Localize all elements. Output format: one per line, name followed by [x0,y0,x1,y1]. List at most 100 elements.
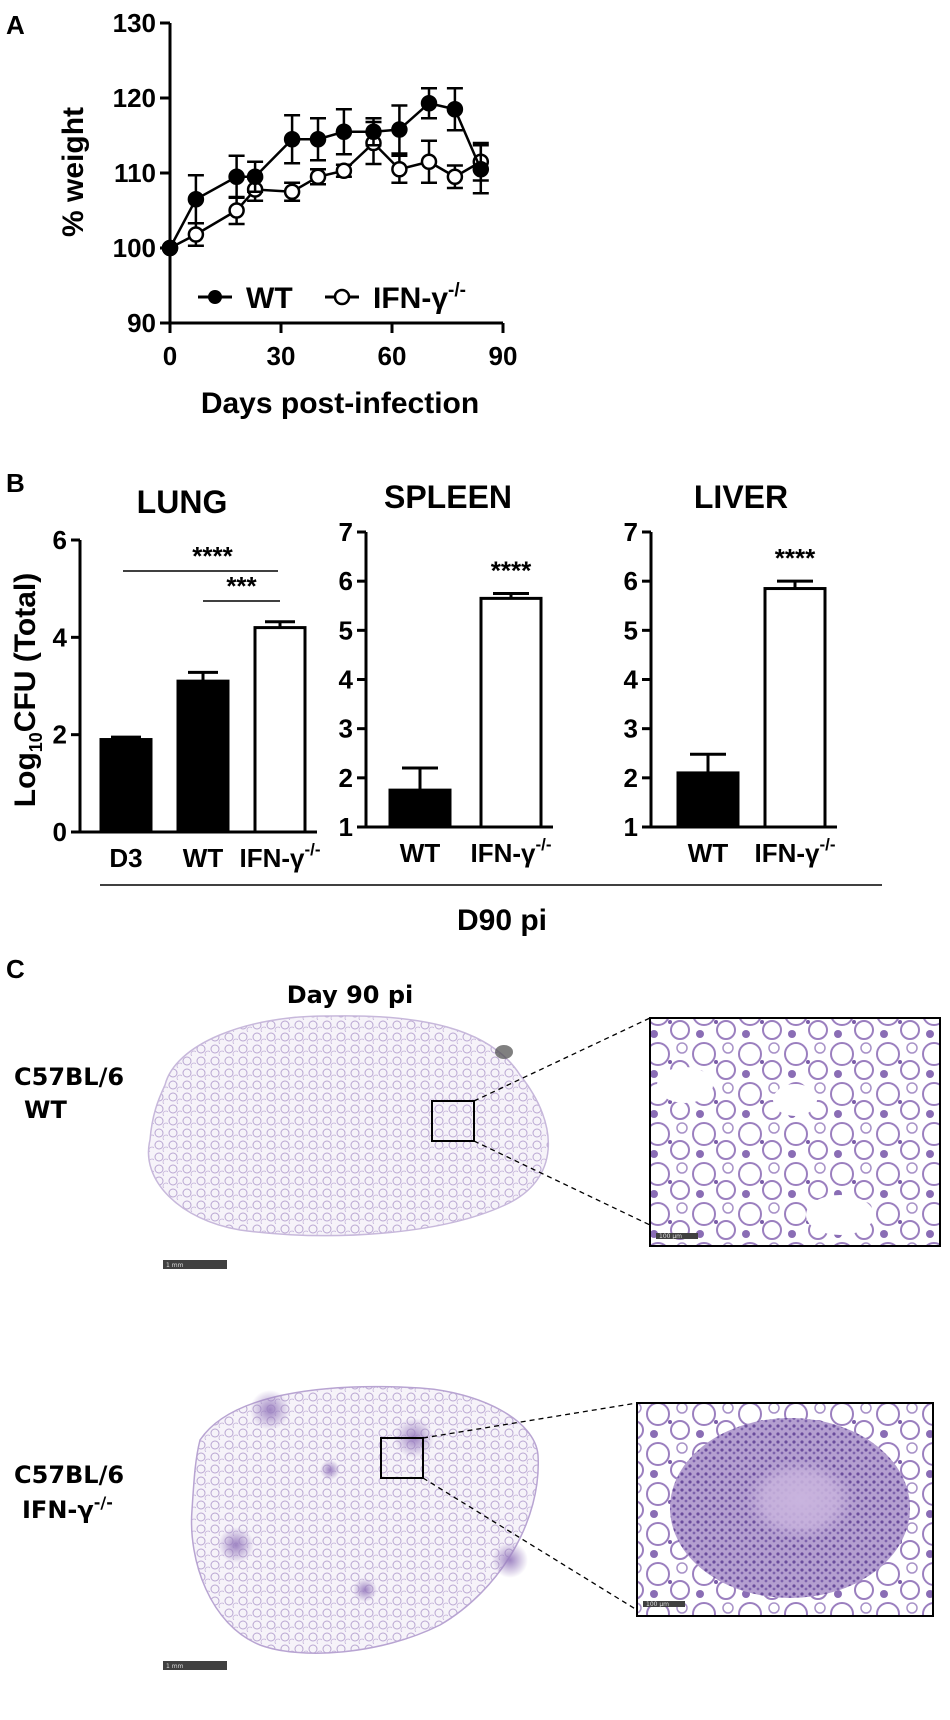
cfu-y-tick-label-spleen-5: 5 [339,615,353,645]
weight-chart-ticks: 90 100 110 120 130 0 30 60 90 [113,8,518,371]
weight-y-tick-label-120: 120 [113,83,156,113]
wt-zoom-airspace-2 [657,1067,713,1103]
cfu-bar-lung-0 [99,738,153,834]
weight-point-ko-10 [446,168,464,185]
legend-ko-name: IFN-γ [373,282,448,315]
weight-x-tick-label-30: 30 [267,341,296,371]
weight-chart-legend: WT IFN-γ-/- [198,280,466,315]
cfu-chart-spleen: SPLEEN 1 2 3 4 5 6 7 WT IFN-γ-/- **** [339,479,553,868]
ko-lung-section: 1 mm [163,1385,638,1670]
weight-x-tick-label-0: 0 [163,341,177,371]
ko-lesion-1 [250,1390,290,1430]
weight-point-wt-6 [335,123,353,140]
weight-point-wt-11 [472,161,490,178]
cfu-y-tick-label-spleen-1: 1 [339,812,353,842]
wt-zoom-airspace-1 [806,1195,874,1235]
cfu-title-spleen: SPLEEN [384,479,512,515]
weight-point-ko-1 [187,226,205,243]
cfu-y-tick-label-spleen-7: 7 [339,517,353,547]
wt-zoom-scale-label: 100 µm [659,1233,682,1240]
cfu-category-label-liver-1: IFN-γ-/- [754,835,835,868]
cfu-ylabel-rest: CFU (Total) [9,573,42,732]
cfu-y-tick-label-spleen-2: 2 [339,763,353,793]
weight-point-wt-1 [187,191,205,208]
cfu-category-label-lung-2: IFN-γ-/- [239,840,320,873]
legend-wt-marker [208,290,222,304]
weight-point-wt-4 [283,131,301,148]
cfu-chart-liver: LIVER 1 2 3 4 5 6 7 WT IFN-γ-/- **** [624,479,837,868]
cfu-bar-liver-0 [676,771,740,829]
weight-y-tick-label-100: 100 [113,233,156,263]
ko-zoom-frame [636,1402,934,1617]
weight-point-wt-9 [420,95,438,112]
cfu-y-tick-label-liver-6: 6 [624,566,638,596]
cfu-y-tick-label-liver-4: 4 [624,665,639,695]
cfu-y-tick-label-lung-6: 6 [53,525,67,555]
ko-zoom-connector-bottom [422,1477,638,1611]
cfu-y-tick-label-liver-5: 5 [624,615,638,645]
wt-zoom-airspace-3 [773,1084,817,1116]
cfu-sig-lung-0: **** [192,541,233,571]
weight-chart-ylabel: % weight [57,107,90,237]
wt-zoom-scale-bar [656,1233,698,1239]
cfu-category-label-lung-1: WT [183,843,224,873]
row2-label-name: IFN-γ [22,1496,94,1524]
weight-series-wt [161,87,490,257]
cfu-category-name-spleen-1: IFN-γ [470,838,536,868]
ko-lung-tissue [190,1385,539,1654]
weight-point-ko-4 [283,183,301,200]
cfu-sig-liver-0: **** [775,543,816,573]
cfu-category-name-liver-0: WT [688,838,729,868]
cfu-ylabel: Log10CFU (Total) [9,573,46,807]
weight-point-ko-2 [228,202,245,219]
cfu-bar-lung-1 [176,679,230,834]
weight-point-wt-3 [246,168,264,185]
wt-lung-tissue [147,1015,549,1237]
cfu-category-name-spleen-0: WT [400,838,441,868]
weight-point-wt-8 [391,121,408,138]
cfu-y-tick-label-liver-2: 2 [624,763,638,793]
cfu-y-tick-label-lung-4: 4 [53,622,68,652]
cfu-sig-lung-1: *** [226,571,257,601]
cfu-category-label-spleen-1: IFN-γ-/- [470,835,551,868]
ko-zoom-box [380,1437,424,1479]
cfu-title-liver: LIVER [694,479,788,515]
ko-scale-bar-label: 1 mm [166,1663,184,1670]
weight-line-chart: 90 100 110 120 130 0 30 60 90 % weight Days post… [57,8,517,420]
cfu-category-name-liver-1: IFN-γ [754,838,820,868]
weight-y-tick-label-90: 90 [127,308,156,338]
weight-series-ko [161,120,490,257]
weight-y-tick-label-130: 130 [113,8,156,38]
ko-zoom-connector-top [422,1402,638,1439]
cfu-ylabel-log: Log [9,752,42,807]
weight-chart-series [161,87,490,257]
cfu-ylabel-sub: 10 [26,732,46,752]
cfu-category-label-liver-0: WT [688,838,729,868]
cfu-bar-liver-1 [763,587,827,829]
weight-point-wt-2 [228,168,245,185]
row2-label-line2: IFN-γ-/- [22,1493,113,1524]
weight-point-wt-5 [309,131,327,148]
cfu-sig-spleen-0: **** [491,555,532,585]
ko-zoom-panel: 100 µm [636,1402,934,1617]
legend-ko-marker [333,288,351,306]
cfu-bar-spleen-1 [479,596,543,829]
cfu-bar-spleen-0 [388,788,452,829]
cfu-title-lung: LUNG [137,484,228,520]
weight-point-wt-10 [446,101,464,118]
histology-panel: Day 90 pi C57BL/6 WT C57BL/6 IFN-γ-/- 1 … [14,981,941,1670]
cfu-y-tick-label-liver-1: 1 [624,812,638,842]
ko-lesion-4 [492,1542,528,1578]
weight-point-ko-8 [391,161,408,178]
weight-y-tick-label-110: 110 [114,158,156,188]
ko-lesion-5 [320,1460,340,1480]
row2-label-sup: -/- [94,1493,113,1512]
d90-group-label: D90 pi [457,904,547,937]
cfu-category-name-lung-2: IFN-γ [239,843,305,873]
cfu-category-sup-lung-2: -/- [304,840,320,859]
ko-lesion-3 [218,1527,254,1563]
wt-zoom-connector-top [473,1017,651,1102]
cfu-y-tick-label-liver-3: 3 [624,714,638,744]
